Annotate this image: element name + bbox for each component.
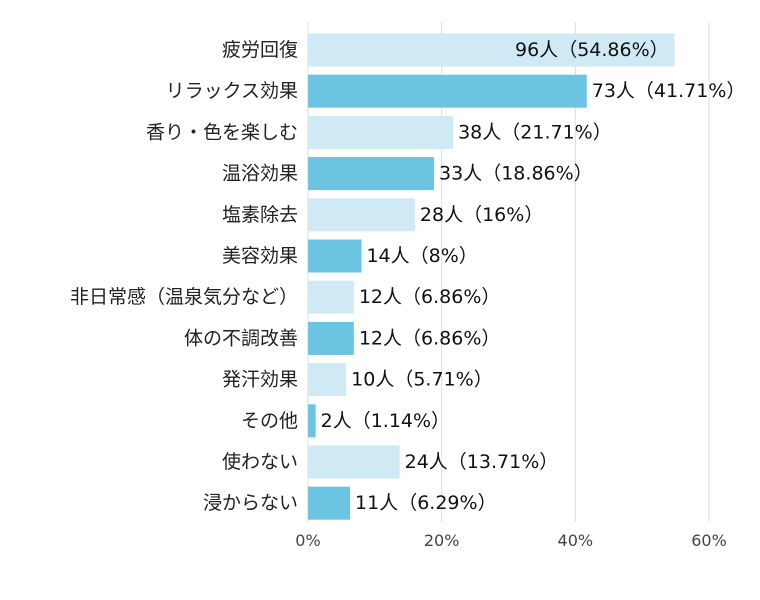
category-label: その他	[241, 410, 298, 432]
data-label: 24人（13.71%）	[405, 451, 559, 473]
category-labels: 疲労回復リラックス効果香り・色を楽しむ温浴効果塩素除去美容効果非日常感（温泉気分…	[70, 39, 298, 514]
bar	[308, 115, 454, 149]
data-label: 10人（5.71%）	[351, 369, 493, 391]
data-label: 38人（21.71%）	[458, 121, 612, 143]
x-tick-label: 60%	[691, 531, 727, 550]
x-axis-ticks: 0% 20% 40% 60%	[295, 531, 726, 550]
category-label: 浸からない	[203, 492, 298, 514]
x-tick-label: 0%	[295, 531, 320, 550]
data-label: 12人（6.86%）	[359, 286, 501, 308]
category-label: 香り・色を楽しむ	[146, 121, 298, 143]
category-label: リラックス効果	[166, 80, 298, 102]
bar	[308, 198, 415, 232]
data-labels: 96人（54.86%） 73人（41.71%） 38人（21.71%） 33人（18.…	[321, 39, 746, 514]
bar	[308, 280, 354, 314]
data-label: 73人（41.71%）	[592, 80, 746, 102]
category-label: 発汗効果	[222, 369, 298, 391]
x-tick-label: 40%	[558, 531, 594, 550]
bar	[308, 486, 351, 520]
data-label: 12人（6.86%）	[359, 327, 501, 349]
bar	[308, 445, 400, 479]
category-label: 非日常感（温泉気分など）	[70, 286, 298, 308]
category-label: 美容効果	[222, 245, 298, 267]
x-tick-label: 20%	[424, 531, 460, 550]
bar	[308, 74, 587, 108]
category-label: 疲労回復	[222, 39, 298, 61]
data-label: 11人（6.29%）	[355, 492, 497, 514]
bar	[308, 157, 435, 191]
data-label: 2人（1.14%）	[321, 410, 450, 432]
bar	[308, 239, 362, 273]
data-label: 33人（18.86%）	[439, 163, 593, 185]
bar	[308, 321, 354, 355]
data-label: 28人（16%）	[420, 204, 543, 226]
data-label: 96人（54.86%）	[515, 39, 669, 61]
category-label: 体の不調改善	[184, 327, 298, 349]
bar	[308, 404, 316, 438]
bar	[308, 363, 347, 397]
bar	[308, 33, 675, 67]
category-label: 使わない	[222, 451, 298, 473]
data-label: 14人（8%）	[366, 245, 477, 267]
bars	[308, 33, 675, 520]
category-label: 温浴効果	[222, 163, 298, 185]
category-label: 塩素除去	[222, 204, 298, 226]
